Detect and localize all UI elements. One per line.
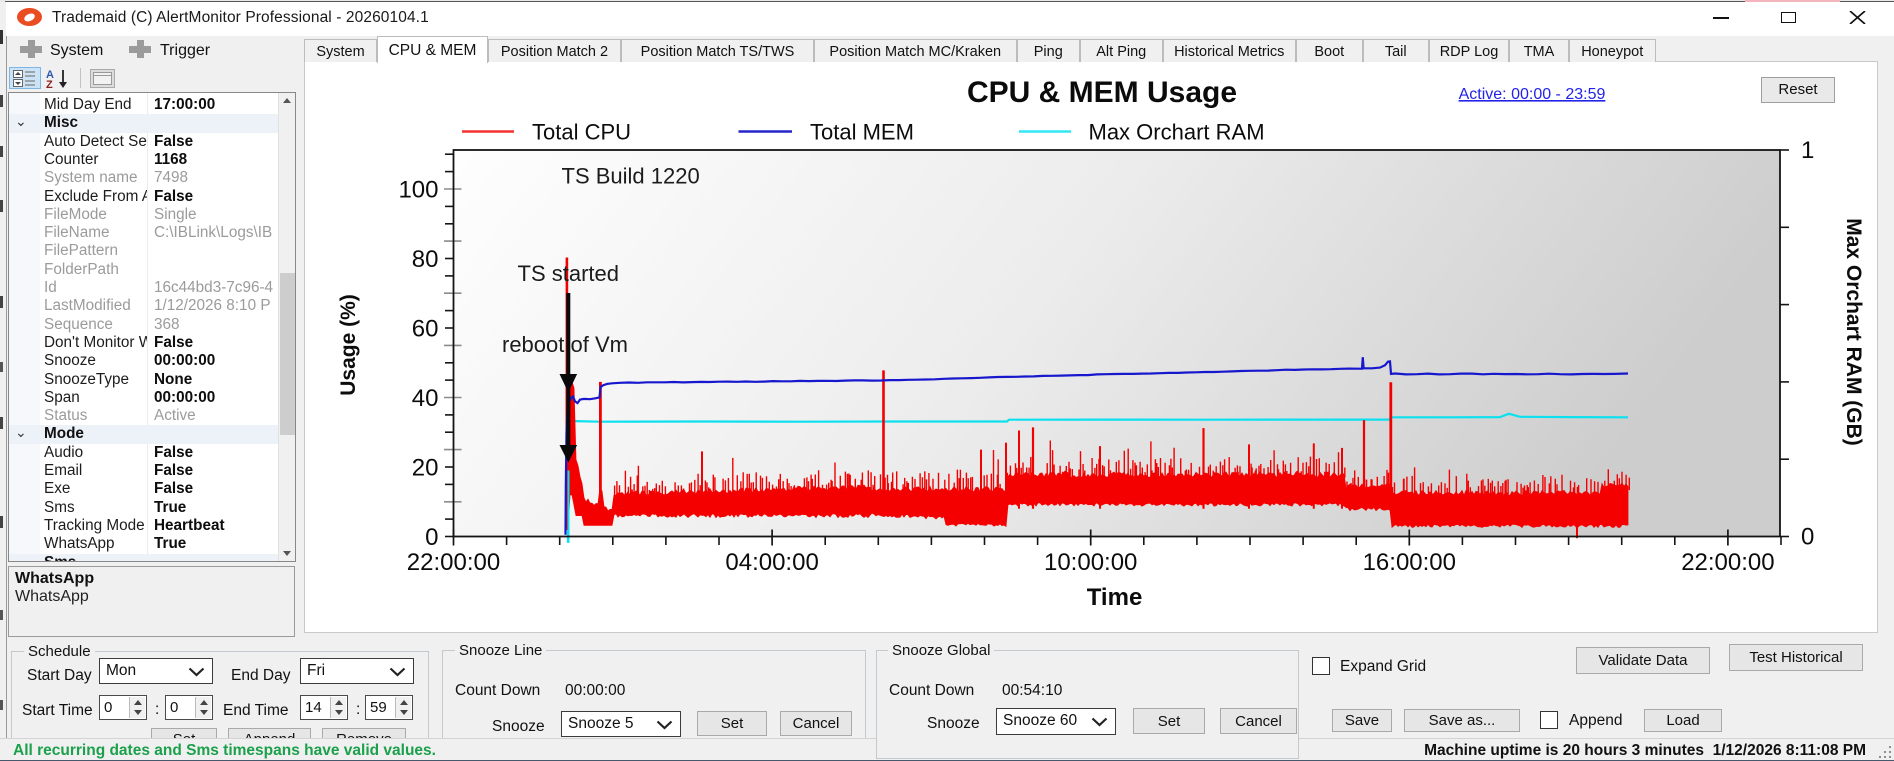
- svg-text:Max Orchart RAM (GB): Max Orchart RAM (GB): [1842, 218, 1865, 446]
- svg-text:16:00:00: 16:00:00: [1363, 549, 1456, 576]
- svg-text:22:00:00: 22:00:00: [1681, 549, 1774, 576]
- svg-text:Total MEM: Total MEM: [810, 120, 914, 145]
- svg-text:TS started: TS started: [518, 261, 619, 286]
- svg-text:1: 1: [1801, 137, 1814, 164]
- svg-text:Active: 00:00 - 23:59: Active: 00:00 - 23:59: [1459, 86, 1606, 103]
- svg-text:80: 80: [412, 246, 439, 273]
- svg-text:0: 0: [425, 524, 438, 551]
- svg-text:Usage (%): Usage (%): [337, 294, 360, 396]
- svg-text:20: 20: [412, 455, 439, 482]
- svg-text:04:00:00: 04:00:00: [725, 549, 818, 576]
- svg-text:reboot of Vm: reboot of Vm: [502, 332, 628, 357]
- svg-text:22:00:00: 22:00:00: [407, 549, 500, 576]
- svg-text:Total CPU: Total CPU: [532, 120, 631, 145]
- svg-text:0: 0: [1801, 524, 1814, 551]
- svg-text:CPU & MEM Usage: CPU & MEM Usage: [967, 76, 1237, 109]
- svg-text:Z: Z: [46, 79, 53, 89]
- svg-text:10:00:00: 10:00:00: [1044, 549, 1137, 576]
- svg-text:100: 100: [398, 177, 438, 204]
- svg-text:TS Build 1220: TS Build 1220: [562, 164, 700, 189]
- svg-text:A: A: [46, 69, 54, 81]
- svg-text:60: 60: [412, 316, 439, 343]
- svg-text:Time: Time: [1087, 584, 1143, 611]
- svg-text:40: 40: [412, 385, 439, 412]
- svg-text:Max Orchart RAM: Max Orchart RAM: [1089, 120, 1265, 145]
